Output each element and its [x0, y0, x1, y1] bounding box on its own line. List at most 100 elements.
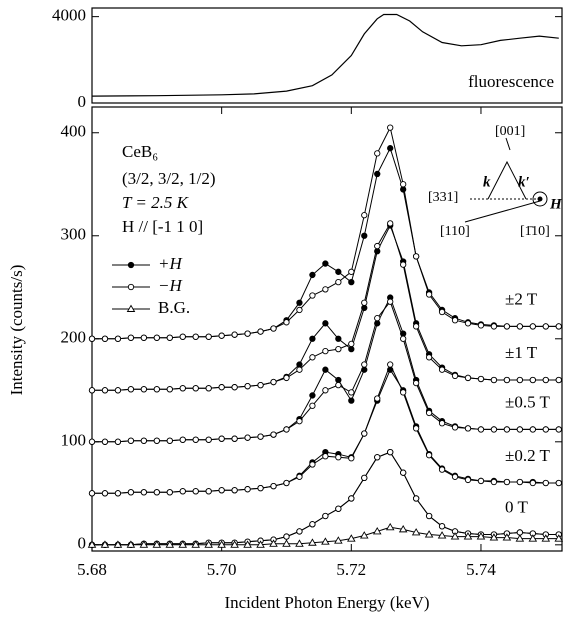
marker [192, 488, 199, 495]
marker [270, 325, 277, 332]
marker [503, 323, 511, 330]
marker [541, 534, 551, 542]
marker [322, 286, 329, 293]
marker [322, 512, 329, 520]
marker [101, 335, 109, 342]
marker [400, 389, 407, 396]
marker [322, 260, 329, 267]
marker [309, 335, 316, 342]
x-tick-label: 5.72 [336, 560, 366, 579]
marker [296, 361, 303, 368]
marker [490, 323, 498, 330]
inset-arrow-110 [464, 200, 541, 223]
marker [296, 306, 303, 314]
sample-temp: T = 2.5 K [122, 193, 190, 212]
inset-circle [532, 191, 548, 207]
marker [283, 319, 290, 326]
legend-label: +H [158, 254, 183, 273]
x-tick-label: 5.74 [466, 560, 496, 579]
marker [361, 366, 368, 373]
marker [400, 335, 407, 342]
marker [296, 299, 303, 306]
marker [309, 271, 316, 279]
marker [322, 320, 329, 327]
marker [257, 328, 264, 335]
marker [88, 490, 96, 497]
legend-marker [127, 283, 135, 291]
marker [411, 528, 421, 536]
line [92, 451, 559, 546]
marker [205, 436, 212, 443]
marker [451, 473, 459, 480]
marker [309, 402, 316, 409]
marker [179, 385, 186, 392]
marker [374, 242, 381, 250]
marker [489, 533, 499, 541]
legend-marker [126, 304, 136, 312]
marker [451, 424, 459, 431]
x-axis-label: Incident Photon Energy (keV) [224, 593, 429, 612]
marker [348, 340, 355, 348]
marker [308, 538, 317, 546]
y-tick-label: 400 [61, 122, 87, 141]
marker [374, 454, 381, 461]
marker [322, 387, 329, 394]
marker [166, 386, 173, 393]
legend-label: −H [158, 276, 183, 295]
y-axis-label: Intensity (counts/s) [7, 265, 26, 396]
marker [348, 397, 355, 404]
marker [88, 438, 96, 445]
marker [309, 521, 316, 528]
marker [321, 537, 330, 545]
marker [165, 540, 175, 548]
marker [361, 299, 368, 306]
marker [374, 315, 381, 322]
sample-q: (3/2, 3/2, 1/2) [122, 169, 216, 188]
marker [348, 389, 355, 396]
marker [322, 366, 329, 373]
marker [296, 528, 303, 535]
marker [100, 540, 110, 548]
marker [387, 298, 394, 305]
marker [424, 530, 434, 538]
marker [348, 268, 355, 275]
marker [438, 308, 446, 316]
marker [361, 430, 368, 437]
marker [218, 487, 225, 494]
marker [387, 366, 394, 373]
marker [398, 524, 408, 533]
field-label: ±1 T [505, 343, 538, 362]
marker [231, 487, 238, 494]
marker [152, 540, 162, 548]
marker [412, 323, 420, 330]
series-label: fluorescence [468, 72, 554, 91]
marker [335, 505, 342, 512]
marker [412, 379, 420, 387]
marker [555, 479, 562, 487]
field-label: ±2 T [505, 289, 538, 308]
marker [374, 320, 381, 327]
marker [335, 278, 342, 286]
marker [270, 431, 277, 438]
marker [217, 540, 226, 548]
marker [374, 395, 381, 402]
marker [231, 384, 238, 391]
marker [309, 292, 316, 299]
marker [257, 381, 264, 389]
marker [347, 534, 356, 542]
marker [140, 489, 148, 496]
marker [179, 333, 186, 340]
marker [387, 124, 394, 131]
marker [218, 384, 225, 391]
marker [438, 366, 446, 373]
marker [269, 539, 278, 547]
marker [387, 220, 394, 227]
marker [464, 476, 472, 484]
marker [114, 438, 122, 445]
marker [400, 330, 407, 337]
marker [438, 466, 446, 473]
marker [127, 386, 135, 393]
inset-label: [1̄10] [520, 224, 550, 239]
inset-label: [331] [428, 190, 458, 205]
